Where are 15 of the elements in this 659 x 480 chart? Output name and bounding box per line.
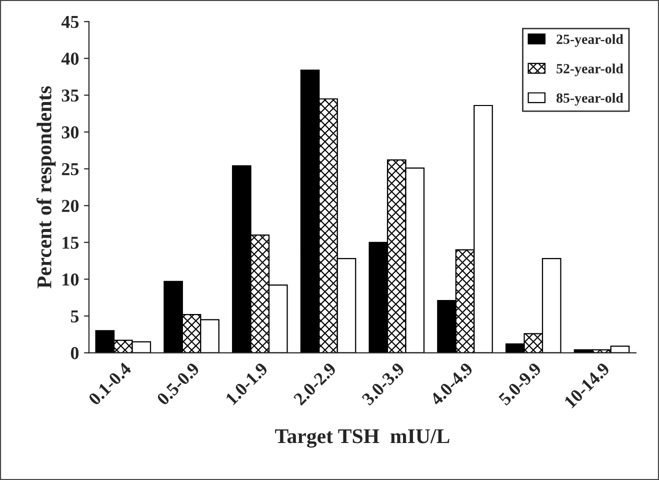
y-tick-label: 25 [62, 163, 79, 176]
y-tick-label: 10 [62, 273, 79, 286]
y-tick-label: 35 [62, 90, 79, 102]
legend-label: 25-year-old [556, 34, 624, 47]
y-tick-label: 45 [61, 16, 79, 28]
y-tick-label: 5 [70, 310, 79, 322]
y-tick-label: 40 [61, 52, 79, 65]
y-axis-title: Percent of respondents [36, 86, 56, 288]
legend-label: 52-year-old [556, 64, 624, 76]
y-tick-label: 15 [62, 236, 79, 249]
y-tick-label: 20 [62, 200, 79, 212]
legend-label: 85-year-old [556, 92, 624, 106]
x-axis-title: Target TSH mIU/L [275, 429, 450, 448]
y-tick-label: 0 [70, 347, 79, 360]
y-tick-label: 30 [62, 126, 79, 138]
